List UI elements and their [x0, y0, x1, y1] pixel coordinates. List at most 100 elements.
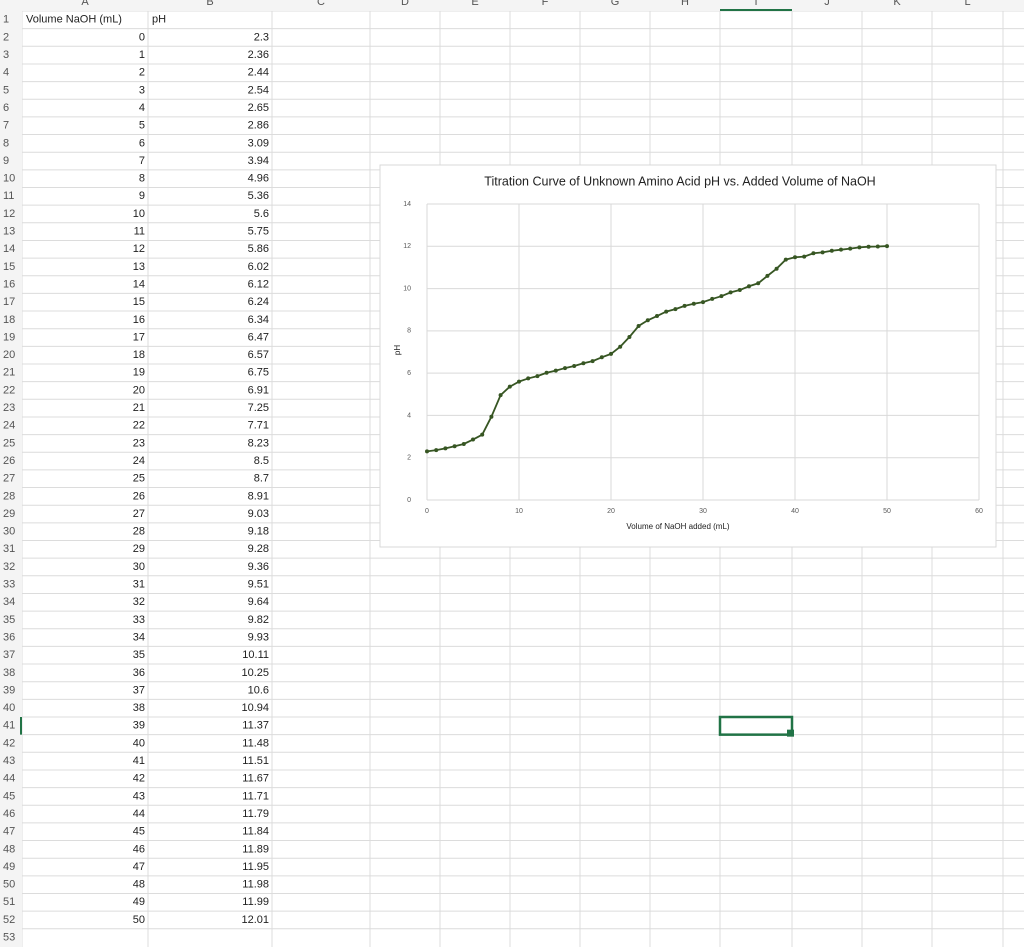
volume-cell: 29 — [133, 543, 145, 555]
data-point — [811, 251, 816, 256]
volume-cell: 27 — [133, 508, 145, 520]
ph-cell: 9.51 — [248, 579, 269, 591]
volume-cell: 17 — [133, 331, 145, 343]
row-number: 46 — [3, 808, 15, 820]
row-number: 52 — [3, 914, 15, 926]
row-number: 43 — [3, 755, 15, 767]
volume-cell: 20 — [133, 384, 145, 396]
x-tick-label: 50 — [883, 508, 891, 515]
header-cell: pH — [152, 14, 166, 26]
data-point — [609, 351, 613, 356]
ph-cell: 11.48 — [242, 737, 269, 749]
row-number: 28 — [3, 490, 15, 502]
column-letter: I — [754, 0, 757, 8]
column-letter: F — [542, 0, 549, 8]
ph-cell: 11.98 — [242, 879, 269, 891]
data-point — [710, 296, 715, 301]
data-point — [756, 281, 761, 286]
volume-cell: 21 — [133, 402, 145, 414]
volume-cell: 6 — [139, 137, 145, 149]
data-point — [885, 244, 889, 249]
ph-cell: 8.7 — [254, 473, 269, 485]
ph-cell: 9.18 — [248, 526, 269, 538]
volume-cell: 37 — [133, 684, 145, 696]
row-number: 44 — [3, 773, 15, 785]
ph-cell: 7.25 — [248, 402, 269, 414]
data-point — [507, 384, 512, 389]
ph-cell: 11.84 — [242, 826, 269, 838]
ph-cell: 6.75 — [248, 367, 269, 379]
row-number: 15 — [3, 261, 15, 273]
ph-cell: 6.91 — [248, 384, 269, 396]
ph-cell: 11.79 — [242, 808, 269, 820]
row-number: 1 — [3, 14, 9, 26]
data-point — [553, 368, 558, 373]
ph-cell: 9.03 — [248, 508, 269, 520]
data-point — [747, 284, 751, 289]
ph-cell: 2.36 — [248, 49, 269, 61]
ph-cell: 11.95 — [242, 861, 269, 873]
ph-cell: 2.54 — [248, 84, 269, 96]
column-letter: G — [611, 0, 620, 8]
data-point — [480, 432, 485, 437]
column-letter: C — [317, 0, 325, 8]
chart-area — [379, 164, 997, 548]
row-number: 50 — [3, 879, 15, 891]
volume-cell: 49 — [133, 896, 145, 908]
volume-cell: 7 — [139, 155, 145, 167]
ph-cell: 5.6 — [254, 208, 269, 220]
row-number: 51 — [3, 896, 15, 908]
data-point — [820, 250, 825, 255]
row-number: 38 — [3, 667, 15, 679]
ph-cell: 6.47 — [248, 331, 269, 343]
data-point — [848, 246, 853, 251]
row-number: 9 — [3, 155, 9, 167]
data-point — [526, 376, 531, 381]
data-point — [471, 437, 475, 442]
volume-cell: 43 — [133, 790, 145, 802]
data-point — [701, 300, 705, 305]
data-point — [857, 245, 862, 250]
data-point — [498, 393, 503, 398]
ph-cell: 11.51 — [242, 755, 269, 767]
volume-cell: 19 — [133, 367, 145, 379]
volume-cell: 18 — [133, 349, 145, 361]
row-number: 36 — [3, 631, 15, 643]
chart: Titration Curve of Unknown Amino Acid pH… — [379, 164, 997, 548]
row-number: 16 — [3, 278, 15, 290]
row-number: 7 — [3, 120, 9, 132]
y-tick-label: 14 — [403, 201, 411, 208]
row-number: 29 — [3, 508, 15, 520]
data-point — [866, 244, 871, 249]
column-header-bar — [0, 0, 1024, 11]
row-number: 49 — [3, 861, 15, 873]
ph-cell: 9.28 — [248, 543, 269, 555]
ph-cell: 10.11 — [242, 649, 269, 661]
ph-cell: 9.36 — [248, 561, 269, 573]
active-col-marker — [720, 9, 792, 11]
ph-cell: 8.91 — [248, 490, 269, 502]
volume-cell: 23 — [133, 437, 145, 449]
volume-cell: 31 — [133, 579, 145, 591]
chart-title: Titration Curve of Unknown Amino Acid pH… — [484, 174, 875, 188]
row-number: 8 — [3, 137, 9, 149]
column-letter: H — [681, 0, 689, 8]
row-number: 6 — [3, 102, 9, 114]
ph-cell: 2.44 — [248, 67, 269, 79]
ph-cell: 11.67 — [242, 773, 269, 785]
y-tick-label: 6 — [407, 370, 411, 377]
data-point — [728, 290, 733, 295]
row-number: 25 — [3, 437, 15, 449]
volume-cell: 2 — [139, 67, 145, 79]
row-number: 39 — [3, 684, 15, 696]
selected-cell — [718, 715, 794, 736]
ph-cell: 6.34 — [248, 314, 269, 326]
row-header-bar — [0, 11, 22, 947]
volume-cell: 40 — [133, 737, 145, 749]
volume-cell: 1 — [139, 49, 145, 61]
fill-handle — [787, 729, 794, 737]
volume-cell: 16 — [133, 314, 145, 326]
row-number: 10 — [3, 173, 15, 185]
volume-cell: 12 — [133, 243, 145, 255]
